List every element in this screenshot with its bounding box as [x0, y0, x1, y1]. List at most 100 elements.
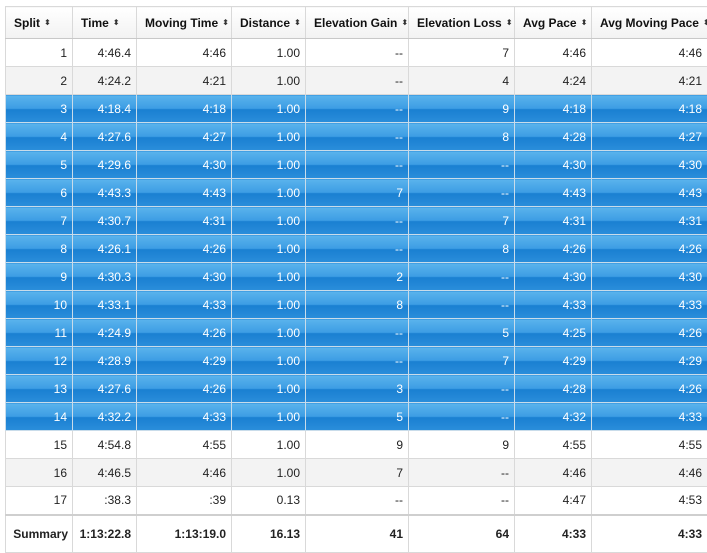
- cell-time: 4:29.6: [73, 151, 137, 179]
- cell-avg-moving-pace: 4:26: [592, 319, 707, 347]
- cell-elevation-loss: 7: [409, 207, 515, 235]
- cell-avg-moving-pace: 4:30: [592, 263, 707, 291]
- cell-avg-pace: 4:30: [515, 263, 592, 291]
- cell-split: 2: [6, 67, 73, 95]
- cell-elevation-gain: --: [306, 487, 409, 515]
- summary-row: Summary 1:13:22.8 1:13:19.0 16.13 41 64 …: [6, 515, 707, 553]
- column-header-time[interactable]: Time ⬍: [73, 7, 137, 39]
- splits-table: Split⬍Time⬍Moving Time⬍Distance⬍Elevatio…: [5, 6, 707, 553]
- sort-icon[interactable]: ⬍: [113, 19, 120, 27]
- column-header-label: Avg Pace: [523, 16, 577, 30]
- cell-distance: 1.00: [232, 375, 306, 403]
- column-header-avg-moving-pace[interactable]: Avg Moving Pace ⬍: [592, 7, 707, 39]
- cell-time: 4:54.8: [73, 431, 137, 459]
- sort-icon[interactable]: ⬍: [294, 19, 301, 27]
- cell-time: :38.3: [73, 487, 137, 515]
- cell-distance: 1.00: [232, 291, 306, 319]
- cell-split: 3: [6, 95, 73, 123]
- column-header-label: Avg Moving Pace: [600, 16, 699, 30]
- sort-icon[interactable]: ⬍: [44, 19, 51, 27]
- cell-moving-time: 4:46: [137, 459, 232, 487]
- cell-elevation-gain: --: [306, 151, 409, 179]
- cell-elevation-gain: --: [306, 123, 409, 151]
- sort-icon[interactable]: ⬍: [581, 19, 588, 27]
- cell-time: 4:24.9: [73, 319, 137, 347]
- cell-moving-time: 4:29: [137, 347, 232, 375]
- cell-avg-pace: 4:43: [515, 179, 592, 207]
- cell-avg-pace: 4:24: [515, 67, 592, 95]
- cell-elevation-gain: --: [306, 319, 409, 347]
- sort-icon[interactable]: ⬍: [222, 19, 229, 27]
- summary-moving-time: 1:13:19.0: [137, 515, 232, 553]
- cell-avg-moving-pace: 4:30: [592, 151, 707, 179]
- column-header-split[interactable]: Split⬍: [6, 7, 73, 39]
- cell-avg-pace: 4:28: [515, 375, 592, 403]
- column-header-elevation-loss[interactable]: Elevation Loss⬍: [409, 7, 515, 39]
- cell-elevation-gain: 7: [306, 179, 409, 207]
- cell-split: 9: [6, 263, 73, 291]
- column-header-label: Moving Time: [145, 16, 218, 30]
- cell-avg-moving-pace: 4:46: [592, 39, 707, 67]
- cell-moving-time: 4:33: [137, 403, 232, 431]
- cell-elevation-loss: 4: [409, 67, 515, 95]
- cell-moving-time: 4:31: [137, 207, 232, 235]
- summary-elevation-loss: 64: [409, 515, 515, 553]
- cell-avg-moving-pace: 4:18: [592, 95, 707, 123]
- cell-split: 12: [6, 347, 73, 375]
- column-header-moving-time[interactable]: Moving Time ⬍: [137, 7, 232, 39]
- cell-avg-pace: 4:29: [515, 347, 592, 375]
- cell-distance: 1.00: [232, 67, 306, 95]
- column-header-distance[interactable]: Distance⬍: [232, 7, 306, 39]
- cell-elevation-loss: --: [409, 487, 515, 515]
- cell-moving-time: 4:21: [137, 67, 232, 95]
- sort-icon[interactable]: ⬍: [506, 19, 513, 27]
- cell-distance: 1.00: [232, 459, 306, 487]
- cell-elevation-loss: 7: [409, 347, 515, 375]
- cell-avg-pace: 4:47: [515, 487, 592, 515]
- header-row: Split⬍Time⬍Moving Time⬍Distance⬍Elevatio…: [6, 7, 707, 39]
- sort-icon[interactable]: ⬍: [401, 19, 408, 27]
- cell-moving-time: 4:55: [137, 431, 232, 459]
- cell-distance: 1.00: [232, 95, 306, 123]
- column-header-avg-pace[interactable]: Avg Pace ⬍: [515, 7, 592, 39]
- cell-avg-pace: 4:28: [515, 123, 592, 151]
- cell-split: 1: [6, 39, 73, 67]
- cell-elevation-gain: --: [306, 39, 409, 67]
- sort-icon[interactable]: ⬍: [703, 19, 707, 27]
- cell-avg-moving-pace: 4:55: [592, 431, 707, 459]
- cell-distance: 0.13: [232, 487, 306, 515]
- cell-distance: 1.00: [232, 319, 306, 347]
- cell-elevation-loss: 7: [409, 39, 515, 67]
- cell-distance: 1.00: [232, 179, 306, 207]
- cell-time: 4:33.1: [73, 291, 137, 319]
- cell-avg-moving-pace: 4:27: [592, 123, 707, 151]
- cell-split: 5: [6, 151, 73, 179]
- cell-split: 11: [6, 319, 73, 347]
- column-header-label: Elevation Gain: [314, 16, 397, 30]
- cell-distance: 1.00: [232, 431, 306, 459]
- column-header-label: Time: [81, 16, 109, 30]
- cell-elevation-gain: 7: [306, 459, 409, 487]
- cell-distance: 1.00: [232, 39, 306, 67]
- cell-avg-pace: 4:26: [515, 235, 592, 263]
- column-header-elevation-gain[interactable]: Elevation Gain ⬍: [306, 7, 409, 39]
- cell-distance: 1.00: [232, 263, 306, 291]
- summary-avg-moving-pace: 4:33: [592, 515, 707, 553]
